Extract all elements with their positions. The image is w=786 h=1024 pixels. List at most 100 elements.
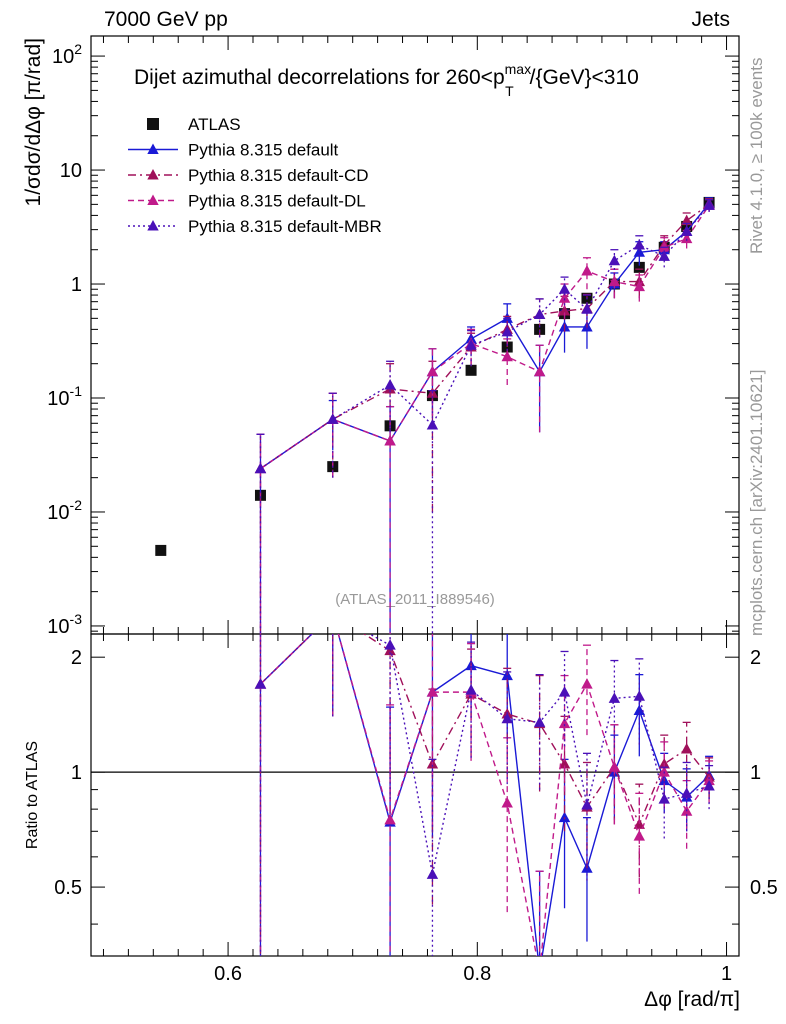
pythia-8-315-default-mbr-marker: [501, 325, 513, 337]
legend-pythia-8-315-default-cd-marker: [147, 169, 159, 180]
pythia-8-315-default-mbr-ratio-line: [259, 634, 710, 875]
pythia-8-315-default-cd-marker: [558, 304, 571, 316]
pythia-8-315-default-dl-ratio-marker: [534, 966, 545, 977]
pythia-8-315-default-ratio-marker: [633, 704, 646, 716]
legend-pythia-8-315-default-mbr-label: Pythia 8.315 default-MBR: [188, 217, 382, 236]
y-tick-label: 10: [60, 160, 82, 182]
pythia-8-315-default-mbr-ratio-marker: [633, 690, 646, 701]
x-axis-label: Δφ [rad/π]: [644, 988, 740, 1011]
pythia-8-315-default-mbr-ratio-marker: [465, 684, 477, 695]
pythia-8-315-default-dl-marker: [633, 280, 646, 292]
pythia-8-315-default-mbr-marker: [384, 379, 396, 390]
pythia-8-315-default-ratio-marker: [534, 966, 545, 977]
y-tick-label: 1: [71, 274, 82, 296]
header-left: 7000 GeV pp: [104, 8, 228, 31]
atlas-data-point: [633, 261, 645, 273]
pythia-8-315-default-mbr-marker: [581, 303, 593, 314]
pythia-8-315-default-dl-ratio-marker: [501, 797, 513, 808]
pythia-8-315-default-mbr-ratio-marker: [501, 712, 513, 724]
pythia-8-315-default-dl-ratio-marker: [558, 717, 571, 729]
pythia-8-315-default-mbr-ratio-marker: [658, 793, 670, 804]
pythia-8-315-default-dl-ratio-line: [259, 634, 710, 956]
x-tick-label: 0.8: [463, 963, 491, 985]
ratio-tick-label-right: 0.5: [750, 877, 778, 899]
pythia-8-315-default-mbr-marker: [254, 462, 267, 474]
pythia-8-315-default-cd-ratio-marker: [558, 758, 571, 769]
legend-atlas-marker: [147, 118, 159, 130]
atlas-data-point: [534, 323, 546, 335]
legend-pythia-8-315-default-dl-label: Pythia 8.315 default-DL: [188, 192, 366, 211]
pythia-8-315-default-dl-marker: [608, 275, 621, 287]
pythia-8-315-default-mbr-marker: [533, 308, 546, 320]
y-tick-label: 10-2: [47, 497, 82, 524]
pythia-8-315-default-cd-ratio-marker: [384, 644, 396, 656]
pythia-8-315-default-mbr-marker: [465, 339, 477, 350]
ratio-tick-label: 0.5: [54, 877, 82, 899]
pythia-8-315-default-dl-marker: [581, 265, 593, 276]
pythia-8-315-default-cd-line: [260, 203, 710, 470]
pythia-8-315-default-mbr-ratio-marker: [703, 779, 715, 791]
x-tick-label: 1: [721, 963, 732, 985]
ratio-tick-label-right: 2: [750, 647, 761, 669]
pythia-8-315-default-cd-ratio-marker: [680, 742, 693, 754]
pythia-8-315-default-mbr-ratio-marker: [680, 787, 693, 798]
pythia-8-315-default-dl-marker: [384, 434, 396, 446]
ratio-tick-label-right: 1: [750, 762, 761, 784]
pythia-8-315-default-mbr-line: [260, 204, 710, 470]
ratio-frame: [90, 633, 740, 957]
pythia-8-315-default-mbr-marker: [558, 283, 571, 294]
pythia-8-315-default-dl-ratio-marker: [633, 830, 646, 841]
pythia-8-315-default-dl-ratio-marker: [426, 686, 439, 697]
pythia-8-315-default-mbr-ratio-marker: [581, 799, 593, 810]
pythia-8-315-default-dl-marker: [558, 292, 571, 303]
pythia-8-315-default-mbr-marker: [608, 254, 621, 266]
mcplots-label: mcplots.cern.ch [arXiv:2401.10621]: [747, 370, 766, 636]
header-right: Jets: [691, 8, 730, 31]
x-tick-label: 0.6: [214, 963, 242, 985]
pythia-8-315-default-mbr-marker: [426, 418, 439, 430]
pythia-8-315-default-mbr-ratio-marker: [558, 686, 571, 697]
pythia-8-315-default-dl-marker: [658, 241, 670, 252]
pythia-8-315-default-cd-marker: [680, 214, 693, 226]
legend-pythia-8-315-default-label: Pythia 8.315 default: [188, 141, 339, 160]
ratio-axis-label: Ratio to ATLAS: [24, 741, 41, 849]
y-tick-label: 102: [52, 41, 82, 68]
pythia-8-315-default-dl-ratio-marker: [703, 774, 715, 786]
rivet-label: Rivet 4.1.0, ≥ 100k events: [747, 58, 766, 254]
pythia-8-315-default-dl-ratio-marker: [384, 813, 396, 825]
y-axis-label: 1/σdσ/dΔφ [π/rad]: [22, 38, 45, 206]
pythia-8-315-default-dl-ratio-marker: [581, 678, 593, 689]
pythia-8-315-default-ratio-marker: [558, 811, 571, 823]
pythia-8-315-default-dl-line: [260, 204, 710, 470]
pythia-8-315-default-mbr-ratio-marker: [426, 868, 439, 879]
y-tick-label: 10-3: [47, 611, 82, 638]
pythia-8-315-default-mbr-marker: [633, 238, 646, 250]
analysis-tag: (ATLAS_2011_I889546): [335, 591, 495, 608]
ratio-tick-label: 2: [71, 647, 82, 669]
legend-pythia-8-315-default-marker: [147, 143, 159, 154]
pythia-8-315-default-mbr-ratio-marker: [384, 639, 396, 650]
pythia-8-315-default-mbr-ratio-marker: [608, 692, 621, 703]
pythia-8-315-default-mbr-marker: [658, 250, 670, 261]
pythia-8-315-default-mbr-marker: [703, 199, 715, 210]
pythia-8-315-default-mbr-marker: [680, 225, 693, 236]
atlas-data-point: [155, 544, 167, 556]
y-tick-label: 10-1: [47, 383, 82, 410]
pythia-8-315-default-line: [260, 202, 710, 470]
pythia-8-315-default-marker: [633, 246, 646, 257]
legend-pythia-8-315-default-mbr-marker: [147, 220, 159, 231]
pythia-8-315-default-dl-marker: [501, 350, 513, 362]
legend-pythia-8-315-default-dl-marker: [147, 194, 159, 205]
pythia-8-315-default-dl-marker: [680, 232, 693, 244]
pythia-8-315-default-dl-marker: [533, 365, 546, 377]
ratio-tick-label: 1: [71, 762, 82, 784]
pythia-8-315-default-mbr-marker: [327, 413, 339, 424]
legend-atlas-label: ATLAS: [188, 115, 241, 134]
pythia-8-315-default-mbr-ratio-marker: [533, 716, 546, 727]
pythia-8-315-default-dl-marker: [426, 365, 439, 377]
legend-pythia-8-315-default-cd-label: Pythia 8.315 default-CD: [188, 166, 369, 185]
pythia-8-315-default-dl-ratio-marker: [658, 766, 670, 777]
chart-title: Dijet azimuthal decorrelations for 260<p…: [134, 61, 639, 99]
pythia-8-315-default-marker: [501, 312, 513, 323]
